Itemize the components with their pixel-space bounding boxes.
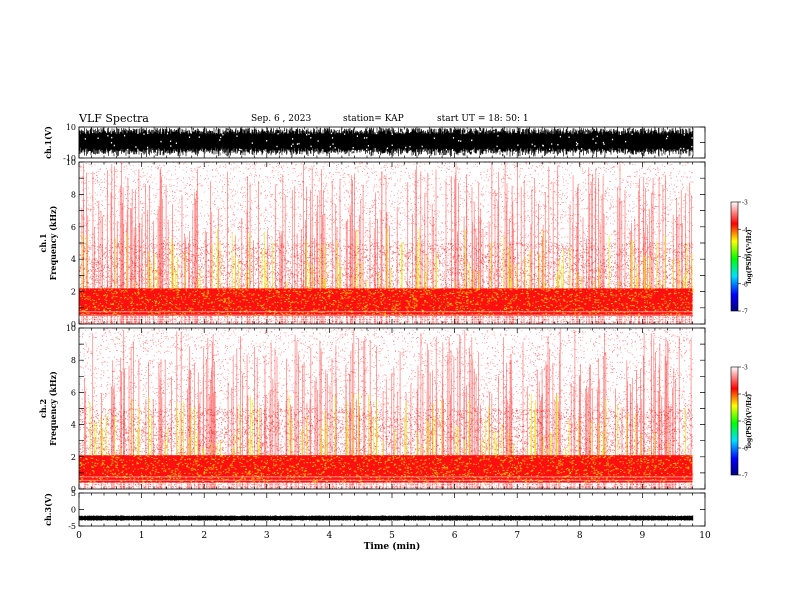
- ch3-waveform-trace: [78, 515, 694, 521]
- x-tick-label-1: 1: [139, 531, 145, 541]
- ch2-spectrogram-band-green: [79, 454, 692, 483]
- x-tick-label-7: 7: [514, 531, 520, 541]
- ch3-waveform-y-ticks: [79, 492, 705, 527]
- ch2-spectrogram-band: [79, 455, 693, 483]
- ch1-spectrogram-y-label: Frequency (kHz): [48, 205, 58, 280]
- ch1-spectrogram-y-tick-label-8: 8: [71, 190, 76, 199]
- ch1-spectrogram-colorbar-label-neg5: -5: [742, 254, 748, 261]
- ch2-spectrogram-colorbar-label-neg7: -7: [742, 473, 748, 480]
- x-tick-label-2: 2: [201, 531, 207, 541]
- ch3-waveform-y-tick-label-0: 0: [71, 506, 76, 515]
- header-station: station= KAP: [343, 114, 404, 124]
- ch2-spectrogram-y-tick-label-4: 4: [71, 421, 76, 430]
- ch1-spectrogram-y-ticks: [79, 161, 705, 325]
- ch1-waveform-y-tick-label-neg10: -10: [63, 154, 76, 163]
- ch1-waveform-y-tick-label-10: 10: [66, 123, 76, 132]
- ch1-spectrogram-y-tick-label-4: 4: [71, 255, 76, 264]
- ch1-spectrogram-colorbar: [730, 201, 739, 312]
- x-tick-label-8: 8: [577, 531, 583, 541]
- ch1-waveform-trace: [78, 127, 694, 158]
- x-tick-label-4: 4: [327, 531, 333, 541]
- ch2-spectrogram-colorbar-title: log(PSD)(V²/Hz): [746, 394, 753, 449]
- ch1-waveform-y-ticks: [79, 126, 705, 159]
- ch1-spectrogram-y-tick-label-6: 6: [71, 223, 76, 232]
- ch1-spectrogram-y-tick-label-10: 10: [66, 158, 76, 167]
- ch2-spectrogram-colorbar-label-neg5: -5: [742, 419, 748, 426]
- ch2-spectrogram-y-tick-label-8: 8: [71, 356, 76, 365]
- ch1-spectrogram-colorbar-title: log(PSD)(V²/Hz): [746, 229, 753, 284]
- ch1-waveform-gaps: [80, 128, 693, 157]
- x-ticks-panel-4: [78, 493, 706, 526]
- x-tick-label-0: 0: [76, 531, 82, 541]
- ch1-spectrogram-colorbar-label-neg6: -6: [742, 281, 748, 288]
- ch2-spectrogram-y-ticks: [79, 327, 705, 490]
- ch1-spectrogram-colorbar-label-neg7: -7: [742, 309, 748, 316]
- ch1-waveform-y-label: ch.1(V): [43, 126, 53, 159]
- x-axis-label: Time (min): [364, 541, 421, 552]
- ch2-spectrogram-colorbar-label-neg4: -4: [742, 392, 748, 399]
- ch2-spectrogram-colorbar-label-neg6: -6: [742, 446, 748, 453]
- x-tick-label-5: 5: [389, 531, 395, 541]
- ch3-waveform-y-tick-label-5: 5: [71, 489, 76, 498]
- x-ticks-panel-1: [78, 127, 706, 158]
- ch1-spectrogram-y-label-channel: ch.1: [38, 233, 48, 252]
- ch3-waveform-y-label: ch.3(V): [43, 493, 53, 526]
- chart-title: VLF Spectra: [79, 112, 149, 125]
- ch2-spectrogram-y-tick-label-6: 6: [71, 388, 76, 397]
- x-ticks-panel-2: [78, 162, 706, 324]
- ch2-spectrogram-panel: [79, 327, 694, 490]
- ch3-waveform-panel: [78, 515, 694, 521]
- ch2-spectrogram-colorbar-label-neg3: -3: [742, 365, 748, 372]
- x-tick-label-9: 9: [640, 531, 646, 541]
- ch3-waveform-y-tick-label-neg5: -5: [68, 522, 76, 531]
- ch2-spectrogram-y-tick-label-10: 10: [66, 324, 76, 333]
- x-tick-label-10: 10: [699, 531, 711, 541]
- header-date: Sep. 6 , 2023: [251, 114, 312, 124]
- ch2-spectrogram-y-tick-label-0: 0: [71, 485, 76, 494]
- x-tick-label-6: 6: [452, 531, 458, 541]
- colorbars: -3 -4 -5 -6 -7 log(PSD)(V²/Hz) -3 -4 -5 -6 -7 log(P…: [730, 200, 753, 480]
- ch2-spectrogram-spikes: [89, 393, 686, 456]
- x-ticks-panel-3: [78, 328, 706, 489]
- ch1-spectrogram-panel: [79, 161, 694, 325]
- ch1-waveform-panel: [78, 127, 694, 158]
- ch1-spectrogram-y-tick-label-0: 0: [71, 320, 76, 329]
- ch1-spectrogram-y-tick-label-2: 2: [71, 288, 76, 297]
- ch2-spectrogram-y-tick-label-2: 2: [71, 453, 76, 462]
- ch2-spectrogram-y-label: Frequency (kHz): [48, 371, 58, 446]
- ch1-spectrogram-colorbar-label-neg3: -3: [742, 200, 748, 207]
- ch2-spectrogram-colorbar: [730, 366, 739, 476]
- ch1-spectrogram-colorbar-label-neg4: -4: [742, 227, 748, 234]
- header-start-time: start UT = 18: 50: 1: [437, 114, 529, 124]
- ch2-spectrogram-y-label-channel: ch.2: [38, 399, 48, 418]
- x-tick-label-3: 3: [264, 531, 270, 541]
- ch1-spectrogram-spikes: [81, 227, 693, 289]
